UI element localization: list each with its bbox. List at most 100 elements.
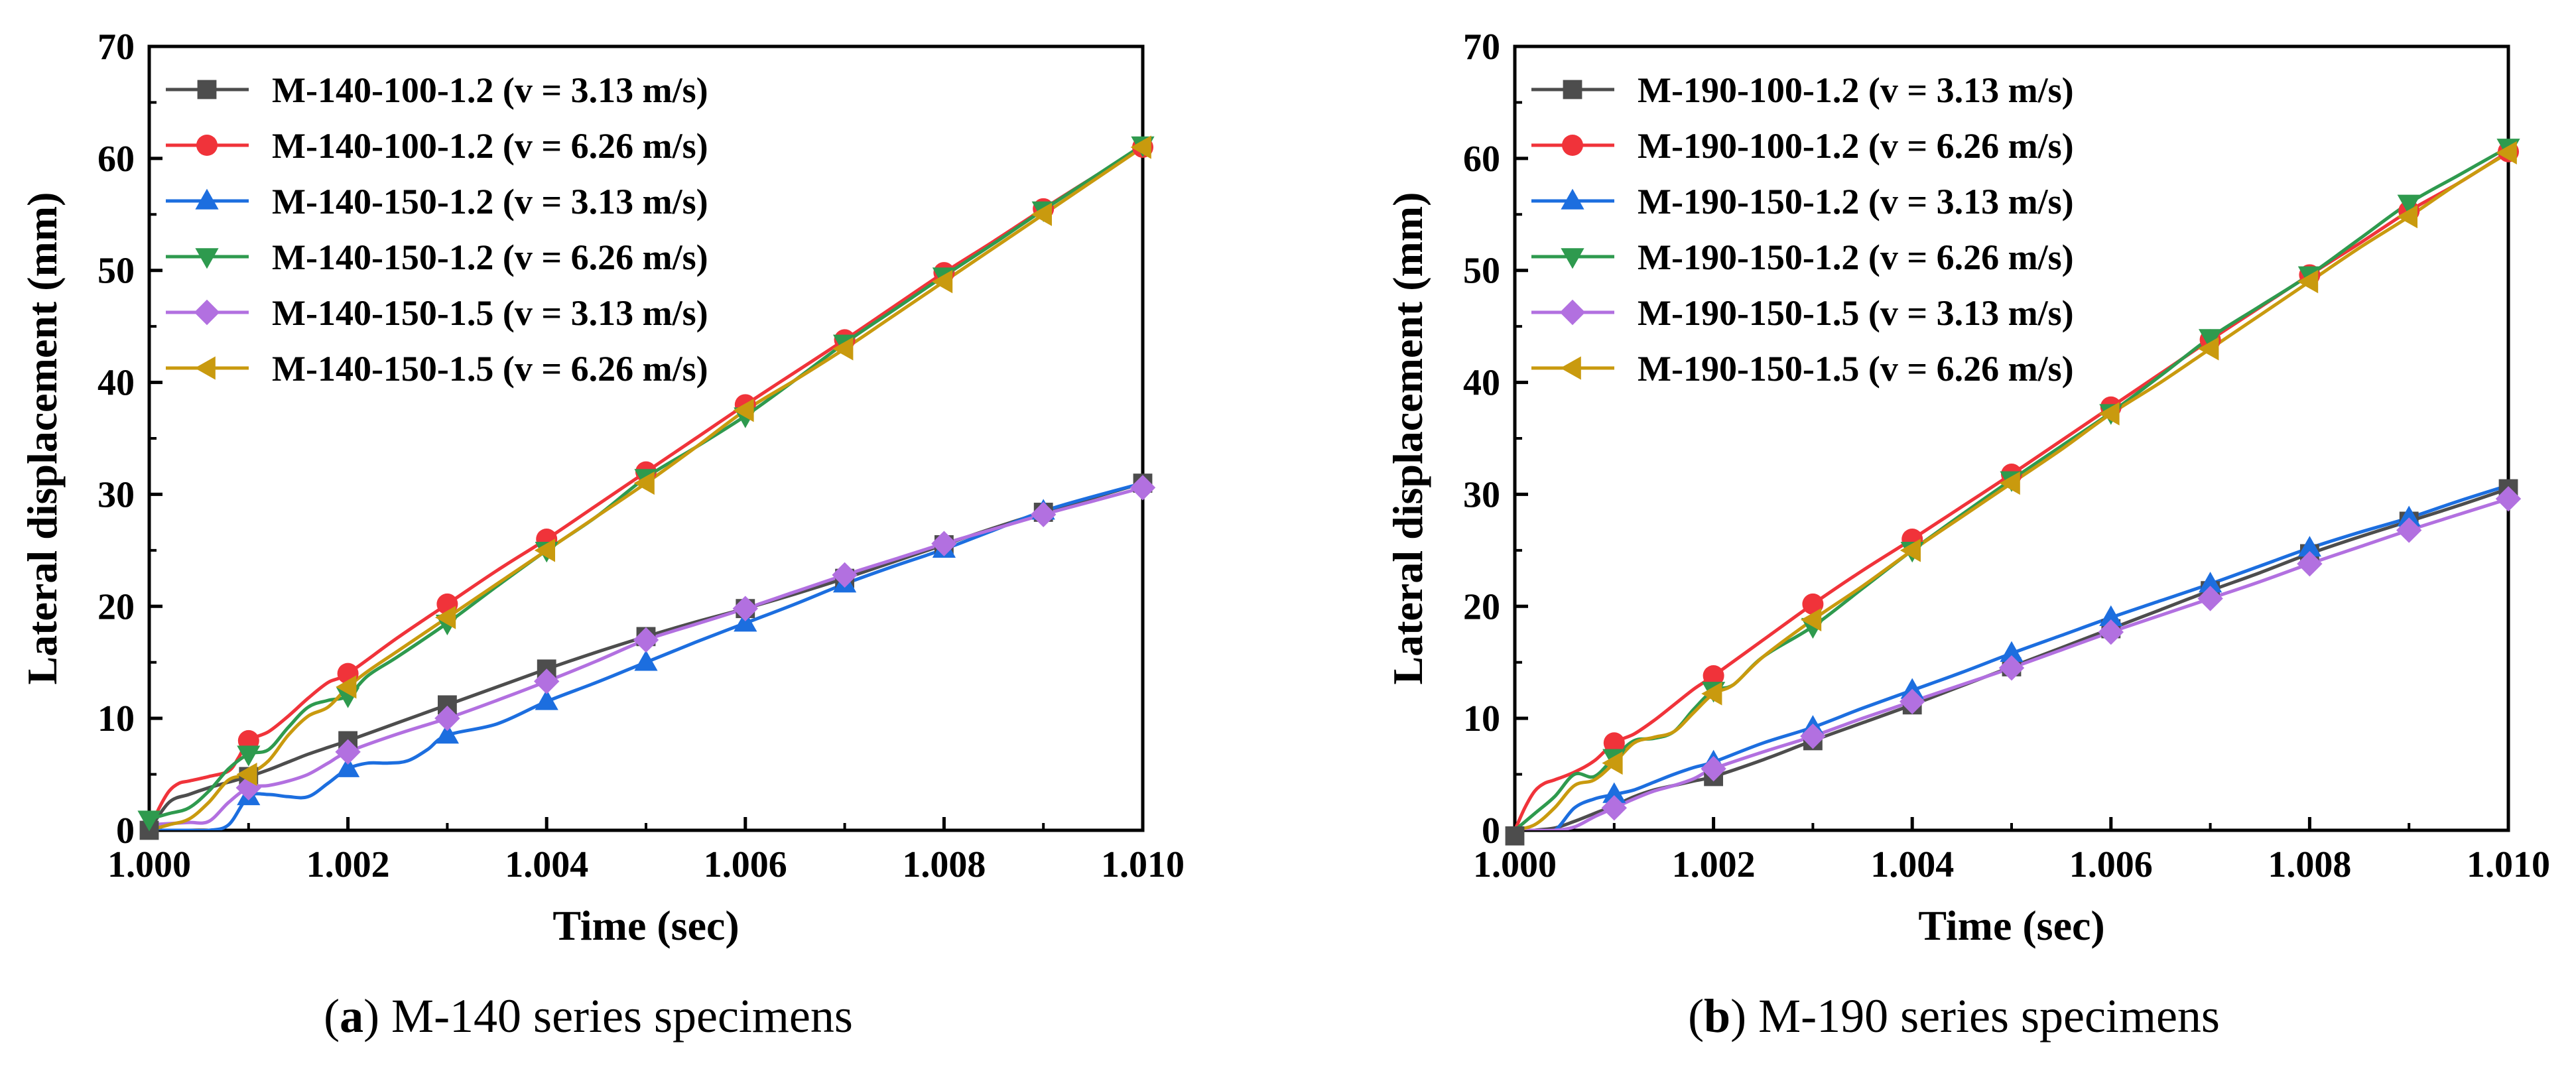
legend-marker	[197, 80, 217, 99]
data-point	[534, 538, 555, 562]
data-point	[634, 650, 658, 671]
data-point	[237, 745, 261, 767]
y-axis-label: Lateral displacement (mm)	[19, 192, 66, 685]
y-tick-label: 10	[1463, 698, 1500, 739]
data-point	[832, 337, 854, 361]
legend-marker	[1561, 248, 1584, 269]
data-point	[2396, 205, 2417, 229]
x-tick-label: 1.004	[1870, 844, 1954, 885]
x-tick-label: 1.006	[704, 844, 787, 885]
data-point	[2397, 194, 2421, 216]
data-point	[732, 596, 758, 621]
data-point	[335, 739, 361, 765]
y-tick-label: 30	[97, 474, 135, 515]
data-point	[336, 756, 360, 777]
x-tick-label: 1.002	[306, 844, 390, 885]
chart-panel-b: 1.000 1.002 1.004 1.006 1.008 1.010 0 10 20 30 40 5…	[1384, 27, 2550, 1043]
legend-entry: M-190-150-1.2 (v = 3.13 m/s)	[1638, 182, 2074, 222]
data-point	[534, 668, 560, 694]
x-tick-label: 1.010	[2467, 844, 2550, 885]
data-point	[1602, 782, 1626, 803]
data-point	[2199, 329, 2222, 350]
data-point	[137, 810, 161, 832]
x-tick-label: 1.008	[902, 844, 986, 885]
legend-entry: M-140-100-1.2 (v = 3.13 m/s)	[272, 70, 708, 110]
data-point	[2098, 402, 2120, 426]
legend-entry: M-190-150-1.2 (v = 6.26 m/s)	[1638, 237, 2074, 277]
legend-marker	[196, 135, 218, 156]
legend-entry: M-190-100-1.2 (v = 6.26 m/s)	[1638, 126, 2074, 166]
data-point	[2199, 572, 2222, 593]
data-point	[2098, 619, 2124, 645]
panel-caption: (b) M-190 series specimens	[1688, 989, 2220, 1043]
legend-entry: M-190-150-1.5 (v = 3.13 m/s)	[1638, 293, 2074, 333]
y-tick-label: 20	[1463, 586, 1500, 627]
y-tick-label: 70	[1463, 27, 1500, 68]
data-point	[435, 605, 456, 629]
data-point	[1802, 593, 1824, 615]
data-point	[1701, 755, 1726, 782]
data-point	[1900, 538, 1921, 562]
panel-caption: (a) M-140 series specimens	[324, 989, 853, 1043]
legend-entry: M-190-150-1.5 (v = 6.26 m/s)	[1638, 349, 2074, 389]
y-tick-label: 0	[116, 810, 135, 852]
legend-entry: M-140-150-1.2 (v = 6.26 m/s)	[272, 237, 708, 277]
legend-entry: M-190-100-1.2 (v = 3.13 m/s)	[1638, 70, 2074, 110]
x-tick-label: 1.008	[2268, 844, 2351, 885]
data-point	[931, 531, 957, 556]
legend-marker	[1559, 299, 1586, 326]
data-point	[2099, 605, 2123, 626]
legend-marker	[195, 248, 219, 269]
data-point	[1900, 678, 1924, 699]
data-point	[336, 675, 357, 699]
data-point	[1998, 655, 2025, 681]
data-point	[1602, 751, 1623, 775]
data-point	[2000, 641, 2024, 663]
data-point	[2198, 337, 2219, 361]
y-tick-label: 20	[97, 586, 135, 627]
y-tick-label: 70	[97, 27, 135, 68]
y-tick-label: 60	[1463, 139, 1500, 180]
data-point	[1703, 665, 1724, 686]
data-point	[1031, 202, 1052, 226]
data-point	[236, 762, 257, 787]
data-point	[2397, 505, 2421, 527]
legend-marker	[1561, 188, 1584, 210]
legend-marker	[194, 299, 220, 326]
x-tick-label: 1.006	[2069, 844, 2153, 885]
data-point	[1603, 732, 1625, 754]
data-point	[2297, 536, 2321, 557]
data-point	[1031, 501, 1057, 528]
data-point	[1900, 688, 1925, 715]
y-tick-label: 10	[97, 698, 135, 739]
data-point	[633, 627, 659, 653]
x-tick-label: 1.004	[505, 844, 588, 885]
x-tick-label: 1.010	[1101, 844, 1185, 885]
legend-marker	[1562, 135, 1583, 156]
data-point	[1129, 475, 1156, 501]
legend-marker	[1560, 356, 1581, 380]
data-point	[435, 723, 459, 744]
x-tick-label: 1.000	[1473, 844, 1557, 885]
data-point	[2297, 550, 2323, 577]
y-tick-label: 60	[97, 139, 135, 180]
data-point	[2297, 270, 2319, 294]
data-point	[1800, 723, 1826, 749]
data-point	[1130, 135, 1151, 159]
x-tick-label: 1.000	[107, 844, 191, 885]
legend-entry: M-140-150-1.2 (v = 3.13 m/s)	[272, 182, 708, 222]
y-tick-label: 50	[1463, 251, 1500, 292]
y-tick-label: 40	[1463, 363, 1500, 404]
chart-panel-a: 1.000 1.002 1.004 1.006 1.008 1.010 0 10 20 30 40 5…	[19, 27, 1185, 1043]
data-point	[2396, 517, 2422, 543]
y-tick-label: 30	[1463, 474, 1500, 515]
legend-entry: M-140-150-1.5 (v = 3.13 m/s)	[272, 293, 708, 333]
data-point	[832, 562, 858, 588]
x-tick-label: 1.002	[1672, 844, 1756, 885]
data-point	[1801, 607, 1822, 632]
x-axis-label: Time (sec)	[1918, 902, 2104, 949]
data-point	[2496, 141, 2517, 165]
data-point	[2495, 485, 2522, 512]
data-point	[1701, 682, 1722, 706]
